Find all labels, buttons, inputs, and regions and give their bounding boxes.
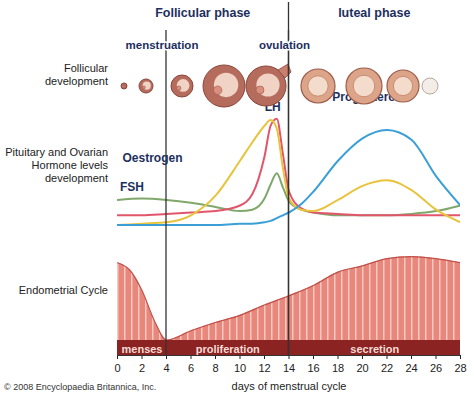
svg-text:4: 4 <box>163 362 169 374</box>
svg-text:8: 8 <box>212 362 218 374</box>
svg-text:22: 22 <box>381 362 393 374</box>
html-text:Pituitary and Ovarian Hormone: Pituitary and Ovarian Hormone levels dev… <box>5 146 108 184</box>
svg-text:16: 16 <box>307 362 319 374</box>
svg-text:10: 10 <box>234 362 246 374</box>
html-text:Follicular development: Follicular development <box>45 62 108 87</box>
svg-text:proliferation: proliferation <box>196 343 260 355</box>
svg-text:ovulation: ovulation <box>259 39 310 51</box>
svg-text:luteal phase: luteal phase <box>338 6 410 20</box>
svg-text:days of menstrual cycle: days of menstrual cycle <box>232 380 347 392</box>
svg-text:Oestrogen: Oestrogen <box>122 151 182 165</box>
svg-text:2: 2 <box>139 362 145 374</box>
svg-text:Progesterone: Progesterone <box>332 90 410 104</box>
svg-text:secretion: secretion <box>350 343 399 355</box>
html-text:Endometrial Cycle: Endometrial Cycle <box>18 284 108 296</box>
svg-text:menses: menses <box>122 343 163 355</box>
svg-text:28: 28 <box>454 362 466 374</box>
svg-text:FSH: FSH <box>120 180 144 194</box>
svg-text:20: 20 <box>356 362 368 374</box>
svg-text:26: 26 <box>430 362 442 374</box>
svg-text:6: 6 <box>188 362 194 374</box>
svg-text:12: 12 <box>258 362 270 374</box>
svg-text:24: 24 <box>405 362 417 374</box>
html-text:© 2008 Encyclopaedia Britannic: © 2008 Encyclopaedia Britannica, Inc. <box>4 382 157 392</box>
svg-text:LH: LH <box>265 100 281 114</box>
svg-text:0: 0 <box>114 362 120 374</box>
svg-text:Follicular phase: Follicular phase <box>155 6 250 20</box>
svg-text:18: 18 <box>332 362 344 374</box>
svg-text:menstruation: menstruation <box>126 39 199 51</box>
svg-text:14: 14 <box>283 362 295 374</box>
